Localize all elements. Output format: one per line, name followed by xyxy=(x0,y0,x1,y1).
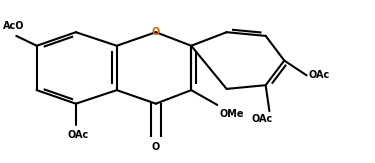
Text: OAc: OAc xyxy=(67,130,88,140)
Text: O: O xyxy=(152,142,160,152)
Text: OAc: OAc xyxy=(309,70,330,80)
Text: AcO: AcO xyxy=(3,21,25,31)
Text: OAc: OAc xyxy=(251,114,273,124)
Text: O: O xyxy=(152,27,160,37)
Text: OMe: OMe xyxy=(219,109,244,119)
